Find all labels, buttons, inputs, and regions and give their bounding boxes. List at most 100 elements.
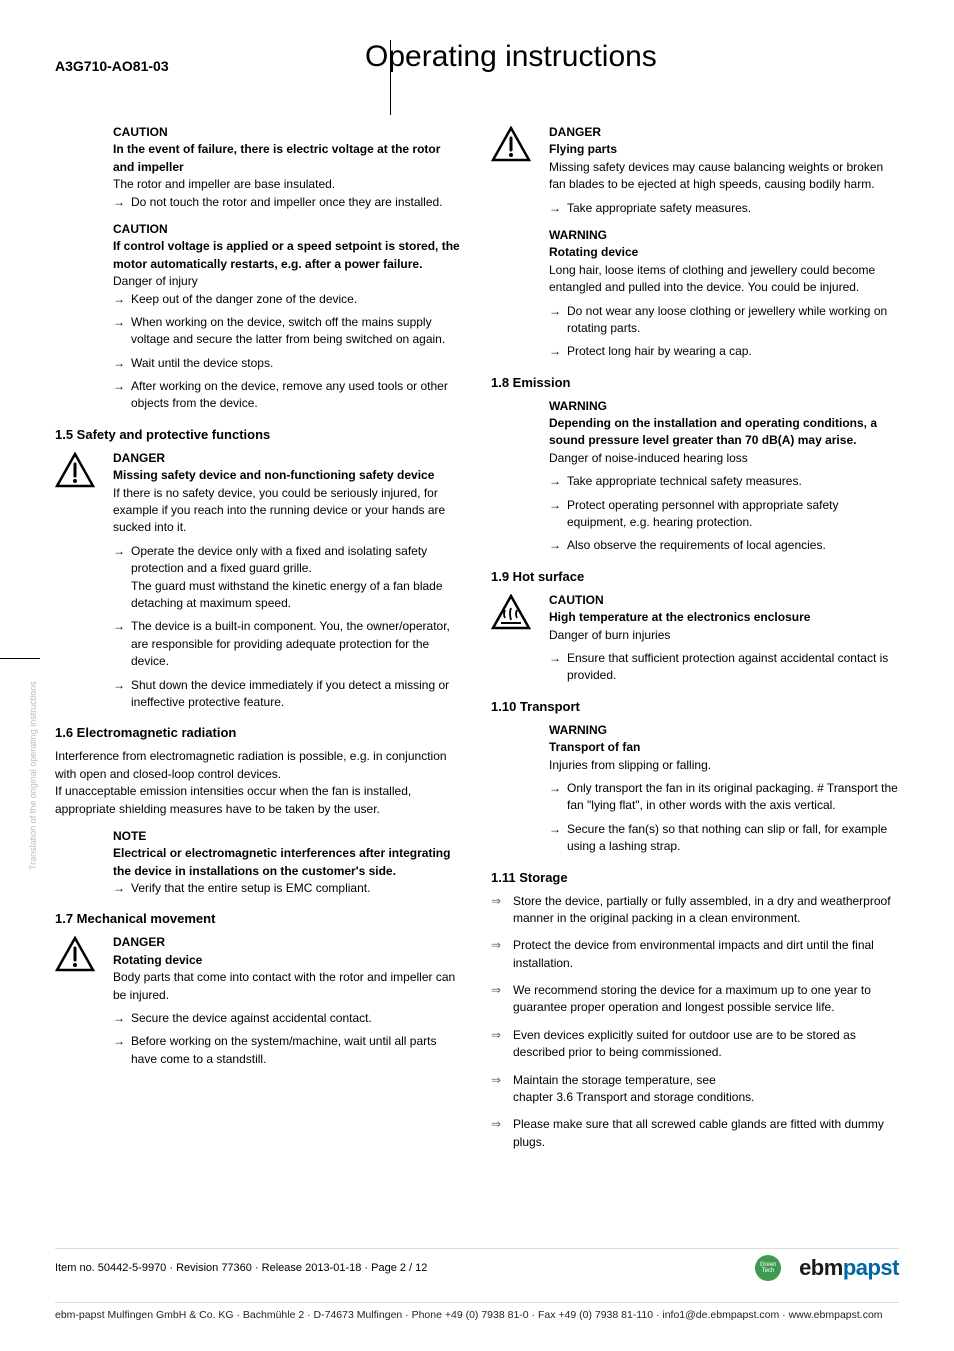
note-list: Verify that the entire setup is EMC comp…	[113, 880, 463, 897]
content-columns: CAUTION In the event of failure, there i…	[55, 124, 899, 1161]
list-item: Do not wear any loose clothing or jewell…	[549, 303, 899, 338]
caution-body: Danger of injury	[113, 273, 463, 290]
left-column: CAUTION In the event of failure, there i…	[55, 124, 463, 1161]
warn-emission-list: Take appropriate technical safety measur…	[549, 473, 899, 555]
danger-body: Missing safety devices may cause balanci…	[549, 159, 899, 194]
warning-triangle-icon	[55, 936, 95, 972]
warning-body: Long hair, loose items of clothing and j…	[549, 262, 899, 297]
footer-line-1: Item no. 50442-5-9970 · Revision 77360 ·…	[55, 1248, 899, 1281]
list-item: Secure the fan(s) so that nothing can sl…	[549, 821, 899, 856]
danger-body: If there is no safety device, you could …	[113, 485, 463, 537]
warning-triangle-icon	[55, 452, 95, 488]
section-1-9-head: 1.9 Hot surface	[491, 569, 899, 584]
warning-bold: Transport of fan	[549, 739, 899, 756]
warning-bold: Rotating device	[549, 244, 899, 261]
danger-1-7-list: Secure the device against accidental con…	[113, 1010, 463, 1068]
product-code: A3G710-AO81-03	[55, 40, 335, 74]
section-1-10-head: 1.10 Transport	[491, 699, 899, 714]
danger-body: Body parts that come into contact with t…	[113, 969, 463, 1004]
list-item: Verify that the entire setup is EMC comp…	[113, 880, 463, 897]
list-item: Keep out of the danger zone of the devic…	[113, 291, 463, 308]
page-title: Operating instructions	[335, 40, 657, 74]
brand-part-1: ebm	[799, 1255, 843, 1280]
caution-bold: If control voltage is applied or a speed…	[113, 238, 463, 273]
storage-list: Store the device, partially or fully ass…	[491, 893, 899, 1152]
note-bold: Electrical or electromagnetic interferen…	[113, 845, 463, 880]
danger-label: DANGER	[113, 934, 463, 951]
caution-block-1: CAUTION In the event of failure, there i…	[55, 124, 463, 211]
danger-flying-parts: DANGER Flying parts Missing safety devic…	[491, 124, 899, 217]
warning-label: WARNING	[549, 722, 899, 739]
list-item: Protect long hair by wearing a cap.	[549, 343, 899, 360]
list-item: Secure the device against accidental con…	[113, 1010, 463, 1027]
page-container: A3G710-AO81-03 Operating instructions CA…	[0, 0, 954, 1351]
side-rotated-label: Translation of the original operating in…	[28, 681, 38, 870]
caution-hot-surface: CAUTION High temperature at the electron…	[491, 592, 899, 685]
list-item: Only transport the fan in its original p…	[549, 780, 899, 815]
list-item: Ensure that sufficient protection agains…	[549, 650, 899, 685]
caution-bold: In the event of failure, there is electr…	[113, 141, 463, 176]
warning-body: Danger of noise-induced hearing loss	[549, 450, 899, 467]
list-item: We recommend storing the device for a ma…	[491, 982, 899, 1017]
brand-logo: ebmpapst	[799, 1255, 899, 1281]
note-block-1-6: NOTE Electrical or electromagnetic inter…	[55, 828, 463, 898]
list-item: Take appropriate technical safety measur…	[549, 473, 899, 490]
warning-bold: Depending on the installation and operat…	[549, 415, 899, 450]
section-1-7-head: 1.7 Mechanical movement	[55, 911, 463, 926]
green-tech-badge-icon: GreenTech	[755, 1255, 781, 1281]
warning-label: WARNING	[549, 227, 899, 244]
danger-label: DANGER	[549, 124, 899, 141]
list-item: The device is a built-in component. You,…	[113, 618, 463, 670]
danger-block-1-7: DANGER Rotating device Body parts that c…	[55, 934, 463, 1068]
caution-body: The rotor and impeller are base insulate…	[113, 176, 463, 193]
caution-label: CAUTION	[113, 124, 463, 141]
section-1-11-head: 1.11 Storage	[491, 870, 899, 885]
footer-line-2: ebm-papst Mulfingen GmbH & Co. KG · Bach…	[55, 1302, 899, 1321]
list-item: Maintain the storage temperature, see ch…	[491, 1072, 899, 1107]
list-item: Please make sure that all screwed cable …	[491, 1116, 899, 1151]
list-item: Before working on the system/machine, wa…	[113, 1033, 463, 1068]
caution2-list: Keep out of the danger zone of the devic…	[113, 291, 463, 413]
warning-rotating: WARNING Rotating device Long hair, loose…	[491, 227, 899, 361]
caution-hot-list: Ensure that sufficient protection agains…	[549, 650, 899, 685]
section-1-6-body: Interference from electromagnetic radiat…	[55, 748, 463, 818]
footer-logo-area: GreenTech ebmpapst	[755, 1255, 899, 1281]
note-label: NOTE	[113, 828, 463, 845]
footer-meta: Item no. 50442-5-9970 · Revision 77360 ·…	[55, 1262, 427, 1274]
list-item: Wait until the device stops.	[113, 355, 463, 372]
list-item: After working on the device, remove any …	[113, 378, 463, 413]
right-column: DANGER Flying parts Missing safety devic…	[491, 124, 899, 1161]
danger-1-5-list: Operate the device only with a fixed and…	[113, 543, 463, 712]
caution-bold: High temperature at the electronics encl…	[549, 609, 899, 626]
warning-triangle-icon	[491, 126, 531, 162]
warning-transport: WARNING Transport of fan Injuries from s…	[491, 722, 899, 856]
header-divider	[390, 40, 391, 115]
warn-rotating-list: Do not wear any loose clothing or jewell…	[549, 303, 899, 361]
list-item: Also observe the requirements of local a…	[549, 537, 899, 554]
danger-label: DANGER	[113, 450, 463, 467]
danger-bold: Flying parts	[549, 141, 899, 158]
list-item: Shut down the device immediately if you …	[113, 677, 463, 712]
caution-label: CAUTION	[113, 221, 463, 238]
hot-surface-icon	[491, 594, 531, 630]
caution-label: CAUTION	[549, 592, 899, 609]
warning-label: WARNING	[549, 398, 899, 415]
caution1-list: Do not touch the rotor and impeller once…	[113, 194, 463, 211]
warning-emission: WARNING Depending on the installation an…	[491, 398, 899, 555]
caution-body: Danger of burn injuries	[549, 627, 899, 644]
caution-block-2: CAUTION If control voltage is applied or…	[55, 221, 463, 413]
list-item: Protect the device from environmental im…	[491, 937, 899, 972]
section-1-6-head: 1.6 Electromagnetic radiation	[55, 725, 463, 740]
page-header: A3G710-AO81-03 Operating instructions	[55, 40, 899, 74]
list-item: Do not touch the rotor and impeller once…	[113, 194, 463, 211]
list-item: Protect operating personnel with appropr…	[549, 497, 899, 532]
list-item: Take appropriate safety measures.	[549, 200, 899, 217]
section-1-5-head: 1.5 Safety and protective functions	[55, 427, 463, 442]
list-item: Operate the device only with a fixed and…	[113, 543, 463, 613]
danger-block-1-5: DANGER Missing safety device and non-fun…	[55, 450, 463, 711]
danger-bold: Missing safety device and non-functionin…	[113, 467, 463, 484]
list-item: Store the device, partially or fully ass…	[491, 893, 899, 928]
brand-part-2: papst	[843, 1255, 899, 1280]
section-1-8-head: 1.8 Emission	[491, 375, 899, 390]
list-item: When working on the device, switch off t…	[113, 314, 463, 349]
